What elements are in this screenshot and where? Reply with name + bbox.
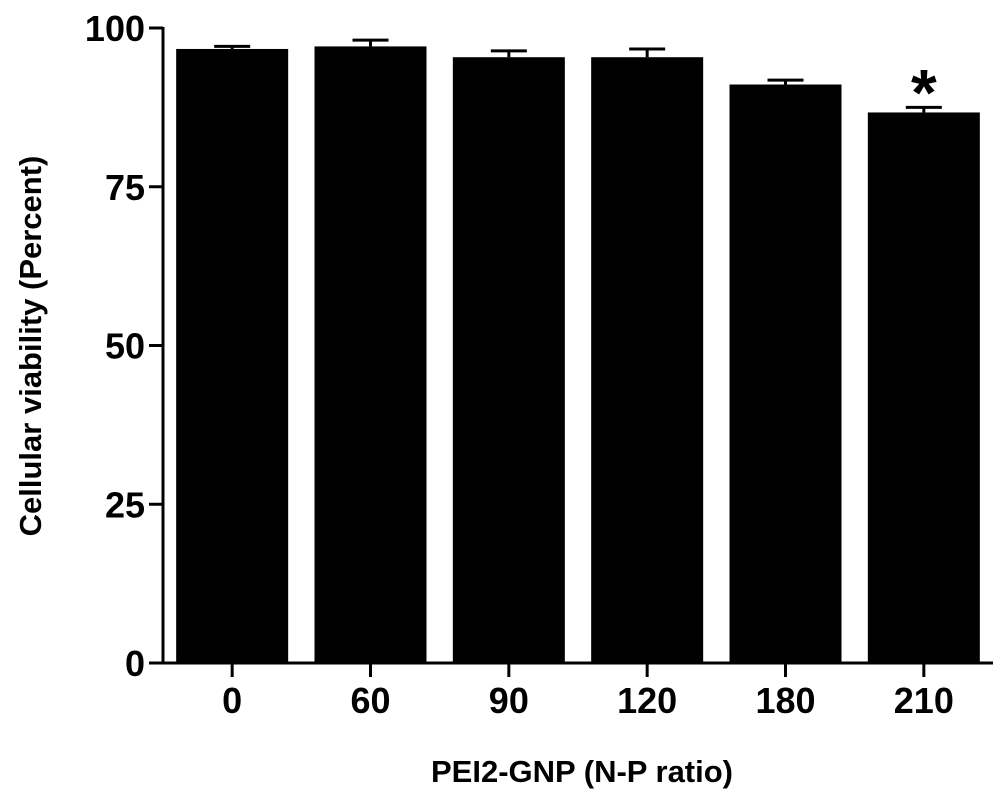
annotations-layer: * bbox=[911, 55, 937, 129]
y-tick-label: 75 bbox=[105, 167, 145, 208]
y-tick-label: 25 bbox=[105, 484, 145, 525]
bar bbox=[176, 48, 289, 663]
y-tick-label: 0 bbox=[125, 643, 145, 684]
x-tick-label: 120 bbox=[617, 680, 677, 721]
significance-asterisk: * bbox=[911, 55, 937, 129]
y-axis-title: Cellular viability (Percent) bbox=[13, 156, 48, 537]
y-tick-label: 100 bbox=[85, 8, 145, 49]
bar bbox=[452, 57, 565, 663]
x-tick-label: 210 bbox=[894, 680, 954, 721]
bar bbox=[729, 84, 842, 663]
x-tick-label: 0 bbox=[222, 680, 242, 721]
bar bbox=[591, 57, 704, 663]
x-ticks-layer: 0 60 90 120 180 210 bbox=[222, 663, 954, 721]
x-tick-label: 90 bbox=[489, 680, 529, 721]
x-tick-label: 60 bbox=[350, 680, 390, 721]
x-axis-title: PEI2-GNP (N-P ratio) bbox=[431, 754, 733, 789]
error-bars-layer bbox=[214, 38, 942, 113]
bar bbox=[314, 46, 427, 664]
x-tick-label: 180 bbox=[755, 680, 815, 721]
y-ticks-layer: 0 25 50 75 100 bbox=[85, 8, 163, 684]
bar bbox=[867, 112, 980, 663]
y-tick-label: 50 bbox=[105, 326, 145, 367]
bars-layer bbox=[176, 46, 980, 664]
